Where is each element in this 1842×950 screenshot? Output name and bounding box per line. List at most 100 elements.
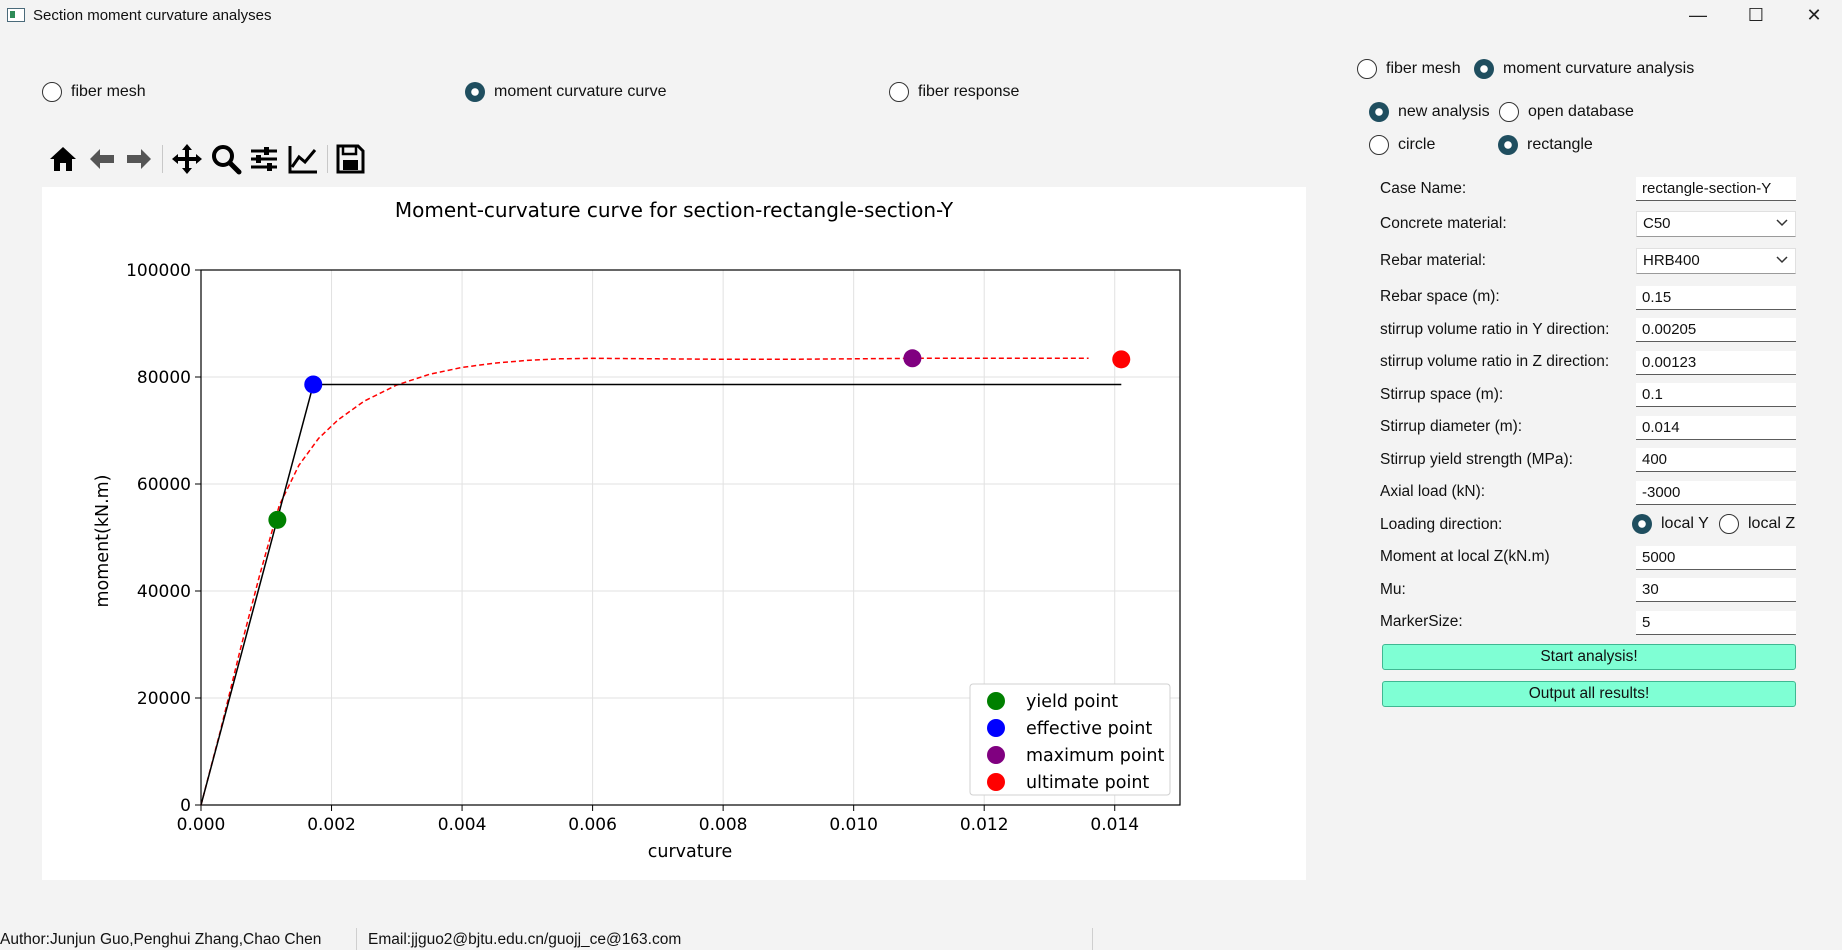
x-tick-label: 0.012 xyxy=(960,815,1009,835)
status-separator xyxy=(1092,928,1093,950)
concrete-material-label: Concrete material: xyxy=(1380,215,1507,232)
radio-indicator[interactable] xyxy=(1719,514,1739,534)
radio-indicator[interactable] xyxy=(465,82,485,102)
legend-marker xyxy=(987,719,1005,737)
radio-indicator[interactable] xyxy=(1369,102,1389,122)
chart-title: Moment-curvature curve for section-recta… xyxy=(395,198,954,222)
radio-indicator[interactable] xyxy=(42,82,62,102)
legend-label: maximum point xyxy=(1026,746,1165,766)
minimize-icon[interactable]: — xyxy=(1689,5,1707,25)
edit-axis-icon[interactable] xyxy=(286,142,320,176)
maximum-point-marker xyxy=(903,349,922,368)
rebar-material-select[interactable]: HRB400 xyxy=(1636,248,1796,274)
chevron-down-icon xyxy=(1776,219,1788,227)
radio-label: fiber mesh xyxy=(1386,60,1461,77)
legend-marker xyxy=(987,746,1005,764)
radio-new-analysis[interactable]: new analysis xyxy=(1369,102,1490,122)
rebar-material-value: HRB400 xyxy=(1643,252,1700,269)
radio-label: local Y xyxy=(1661,515,1709,532)
chart-axes: 0.000 0.002 0.004 0.006 0.008 0.010 0.012 0.014… xyxy=(126,261,1181,835)
status-author: Author:Junjun Guo,Penghui Zhang,Chao Che… xyxy=(0,931,322,948)
radio-local-y[interactable]: local Y xyxy=(1632,514,1709,534)
toolbar-separator xyxy=(327,145,328,173)
radio-indicator[interactable] xyxy=(1369,135,1389,155)
toolbar-separator xyxy=(162,145,163,173)
marker-size-label: MarkerSize: xyxy=(1380,613,1463,630)
stirrup-yield-input[interactable] xyxy=(1636,448,1796,472)
legend-label: effective point xyxy=(1026,719,1152,739)
app-icon xyxy=(7,8,25,22)
radio-local-z[interactable]: local Z xyxy=(1719,514,1795,534)
axes-frame xyxy=(200,269,1181,806)
status-separator xyxy=(356,928,357,950)
radio-label: rectangle xyxy=(1527,136,1593,153)
x-axis-label: curvature xyxy=(648,842,733,862)
rebar-space-label: Rebar space (m): xyxy=(1380,288,1500,305)
stirrup-ratio-z-input[interactable] xyxy=(1636,351,1796,375)
output-results-button[interactable]: Output all results! xyxy=(1382,681,1796,707)
radio-moment-curvature-analysis[interactable]: moment curvature analysis xyxy=(1474,59,1694,79)
radio-label: moment curvature analysis xyxy=(1503,60,1695,77)
case-name-input[interactable] xyxy=(1636,177,1796,201)
marker-size-input[interactable] xyxy=(1636,611,1796,635)
y-tick-label: 100000 xyxy=(126,261,191,281)
zoom-icon[interactable] xyxy=(209,142,243,176)
radio-open-database[interactable]: open database xyxy=(1499,102,1634,122)
moment-local-z-label: Moment at local Z(kN.m) xyxy=(1380,548,1550,565)
stirrup-space-label: Stirrup space (m): xyxy=(1380,386,1504,403)
loading-direction-label: Loading direction: xyxy=(1380,516,1503,533)
radio-label: open database xyxy=(1528,103,1634,120)
radio-moment-curvature-curve[interactable]: moment curvature curve xyxy=(465,82,667,102)
save-icon[interactable] xyxy=(333,142,367,176)
moment-local-z-input[interactable] xyxy=(1636,546,1796,570)
radio-indicator[interactable] xyxy=(1499,102,1519,122)
radio-indicator[interactable] xyxy=(1632,514,1652,534)
start-analysis-button[interactable]: Start analysis! xyxy=(1382,644,1796,670)
stirrup-space-input[interactable] xyxy=(1636,383,1796,407)
legend-marker xyxy=(987,692,1005,710)
concrete-material-value: C50 xyxy=(1643,215,1671,232)
case-name-label: Case Name: xyxy=(1380,180,1467,197)
y-axis-label: moment(kN.m) xyxy=(93,474,113,607)
mu-label: Mu: xyxy=(1380,581,1406,598)
legend-label: yield point xyxy=(1026,692,1118,712)
radio-indicator[interactable] xyxy=(1357,59,1377,79)
plot-canvas[interactable]: Moment-curvature curve for section-recta… xyxy=(42,187,1306,880)
yield-point-marker xyxy=(268,510,287,529)
x-tick-label: 0.008 xyxy=(699,815,748,835)
radio-label: local Z xyxy=(1748,515,1796,532)
stirrup-ratio-y-input[interactable] xyxy=(1636,318,1796,342)
stirrup-yield-label: Stirrup yield strength (MPa): xyxy=(1380,451,1573,468)
home-icon[interactable] xyxy=(46,142,80,176)
radio-rectangle[interactable]: rectangle xyxy=(1498,135,1593,155)
radio-indicator[interactable] xyxy=(1498,135,1518,155)
window-title: Section moment curvature analyses xyxy=(33,7,272,24)
x-tick-label: 0.014 xyxy=(1090,815,1139,835)
radio-fiber-mesh-view[interactable]: fiber mesh xyxy=(42,82,146,102)
chevron-down-icon xyxy=(1776,256,1788,264)
pan-icon[interactable] xyxy=(170,142,204,176)
close-icon[interactable]: ✕ xyxy=(1806,5,1822,25)
concrete-material-select[interactable]: C50 xyxy=(1636,211,1796,237)
moment-curvature-curve xyxy=(200,357,1089,806)
configure-subplots-icon[interactable] xyxy=(247,142,281,176)
chart-series xyxy=(200,349,1131,806)
radio-label: moment curvature curve xyxy=(494,83,667,100)
y-tick-label: 60000 xyxy=(137,475,191,495)
back-arrow-icon[interactable] xyxy=(85,142,119,176)
maximize-icon[interactable]: ☐ xyxy=(1747,5,1765,25)
radio-fiber-response[interactable]: fiber response xyxy=(889,82,1019,102)
axial-load-input[interactable] xyxy=(1636,481,1796,505)
forward-arrow-icon[interactable] xyxy=(122,142,156,176)
radio-circle[interactable]: circle xyxy=(1369,135,1435,155)
radio-fiber-mesh-mode[interactable]: fiber mesh xyxy=(1357,59,1461,79)
stirrup-diameter-input[interactable] xyxy=(1636,416,1796,440)
chart-legend: yield point effective point maximum point u… xyxy=(969,683,1171,796)
stirrup-ratio-z-label: stirrup volume ratio in Z direction: xyxy=(1380,353,1610,370)
radio-indicator[interactable] xyxy=(889,82,909,102)
mu-input[interactable] xyxy=(1636,578,1796,602)
radio-indicator[interactable] xyxy=(1474,59,1494,79)
effective-point-marker xyxy=(304,375,323,394)
x-tick-label: 0.006 xyxy=(568,815,617,835)
rebar-space-input[interactable] xyxy=(1636,286,1796,310)
